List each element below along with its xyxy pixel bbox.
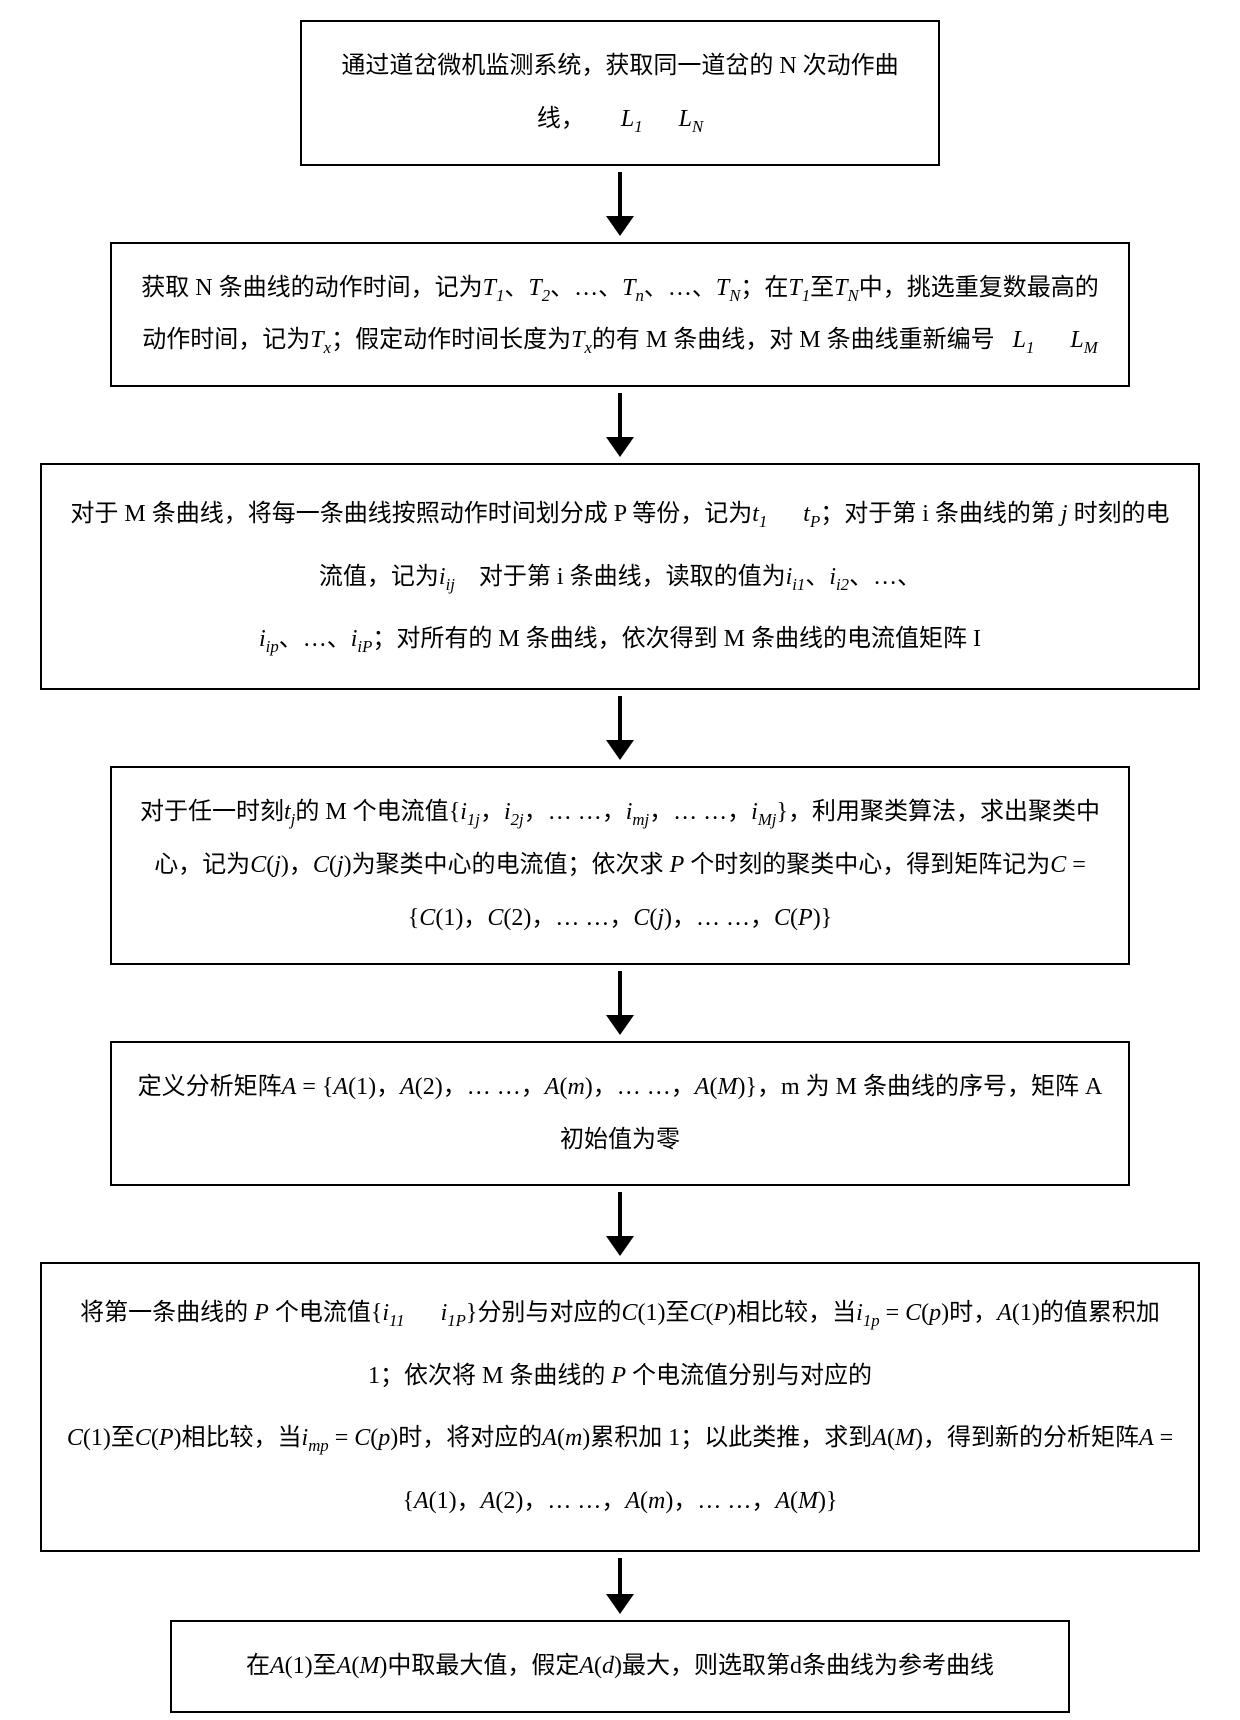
n1-LN: LN <box>679 106 704 132</box>
flow-node-7: 在A(1)至A(M)中取最大值，假定A(d)最大，则选取第d条曲线为参考曲线 <box>170 1620 1070 1713</box>
arrow-4 <box>606 971 634 1035</box>
flow-node-2: 获取 N 条曲线的动作时间，记为T1、T2、…、Tn、…、TN；在T1至TN中，… <box>110 242 1130 388</box>
arrow-1 <box>606 172 634 236</box>
arrow-5 <box>606 1192 634 1256</box>
flow-node-4: 对于任一时刻tj的 M 个电流值{i1j，i2j，… …，imj，… …，iMj… <box>110 766 1130 964</box>
flowchart-container: 通过道岔微机监测系统，获取同一道岔的 N 次动作曲线， L1 LN 获取 N 条… <box>40 20 1200 1713</box>
arrow-3 <box>606 696 634 760</box>
flow-node-6: 将第一条曲线的 P 个电流值{i11 i1P}分别与对应的C(1)至C(P)相比… <box>40 1262 1200 1552</box>
arrow-2 <box>606 393 634 457</box>
arrow-6 <box>606 1558 634 1614</box>
flow-node-5: 定义分析矩阵A = {A(1)，A(2)，… …，A(m)，… …，A(M)}，… <box>110 1041 1130 1187</box>
n1-L1: L1 <box>621 106 643 132</box>
flow-node-1: 通过道岔微机监测系统，获取同一道岔的 N 次动作曲线， L1 LN <box>300 20 940 166</box>
flow-node-3: 对于 M 条曲线，将每一条曲线按照动作时间划分成 P 等份，记为t1 tP；对于… <box>40 463 1200 690</box>
